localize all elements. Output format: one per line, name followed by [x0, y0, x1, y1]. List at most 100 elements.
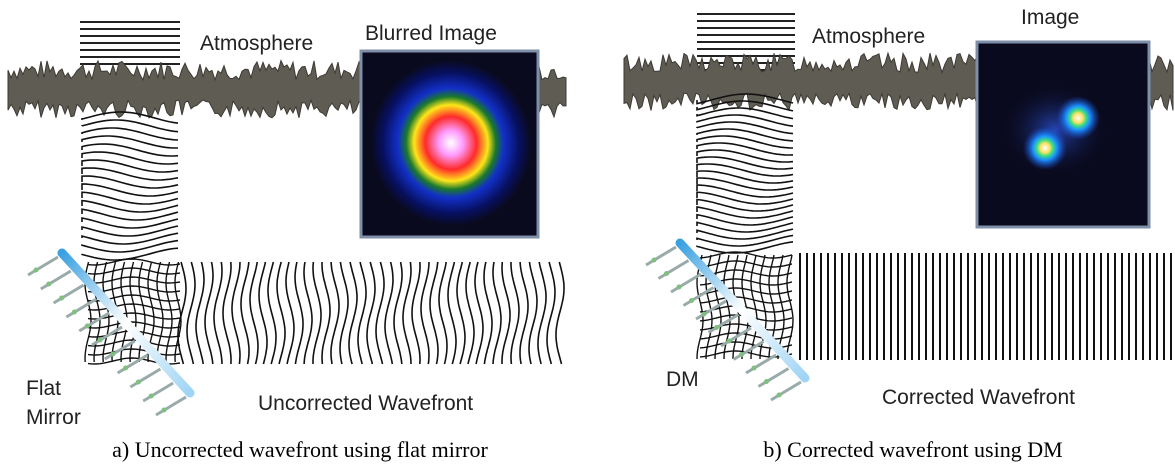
- wave-line: [303, 261, 313, 365]
- wavefront-label: Uncorrected Wavefront: [258, 392, 473, 415]
- wave-line: [339, 261, 349, 365]
- wave-line: [696, 100, 794, 112]
- wave-line: [696, 213, 794, 226]
- actuator-tip: [701, 311, 707, 317]
- actuator-tip: [764, 379, 769, 384]
- wave-line: [384, 261, 394, 365]
- wave-line: [696, 156, 794, 170]
- actuator-tip: [46, 281, 52, 287]
- wave-line: [81, 199, 179, 213]
- wave-line: [285, 261, 295, 365]
- actuator: [757, 367, 790, 388]
- actuator-tip: [148, 393, 154, 399]
- wave-line: [81, 183, 179, 197]
- wave-line: [696, 184, 794, 198]
- actuator: [155, 395, 187, 417]
- atmosphere-label: Atmosphere: [200, 32, 313, 55]
- wave-line: [696, 128, 794, 142]
- actuator-tip: [161, 407, 167, 413]
- wave-line: [483, 261, 493, 365]
- actuator-tip: [135, 379, 141, 385]
- wave-line: [510, 262, 520, 365]
- wave-line: [249, 261, 259, 365]
- caption-b: b) Corrected wavefront using DM: [763, 437, 1062, 462]
- wave-line: [81, 127, 179, 141]
- wave-line: [357, 261, 367, 365]
- mirror-label-line2: Mirror: [26, 406, 81, 429]
- actuator-tip: [726, 338, 732, 344]
- wave-line: [393, 261, 403, 365]
- hatch-line: [699, 251, 793, 259]
- actuator-tip: [110, 351, 116, 357]
- sharp-spot-2: [1023, 126, 1067, 170]
- wave-line: [276, 261, 286, 365]
- actuator: [645, 245, 677, 267]
- wave-line: [348, 261, 358, 365]
- panel-uncorrected: Atmosphere Blurred Image Flat Mirror Unc…: [7, 21, 567, 462]
- atmosphere-label: Atmosphere: [812, 25, 925, 48]
- wave-line: [438, 261, 448, 365]
- image-label: Image: [1021, 6, 1079, 29]
- wave-line: [177, 261, 187, 365]
- wave-line: [696, 93, 794, 105]
- mirror-surface: [675, 238, 810, 383]
- wave-line: [267, 261, 277, 365]
- wave-line: [696, 114, 794, 127]
- actuator-tip: [776, 392, 782, 398]
- wave-line: [501, 261, 511, 364]
- wave-line: [465, 261, 475, 365]
- wave-line: [696, 177, 794, 191]
- actuator: [670, 272, 702, 294]
- actuator: [52, 283, 85, 305]
- wave-line: [81, 232, 179, 245]
- actuator-tip: [676, 284, 682, 290]
- wave-line: [81, 208, 179, 221]
- dm-label: DM: [666, 368, 699, 391]
- deformable-mirror: [645, 238, 810, 402]
- wave-line: [696, 121, 794, 135]
- wave-line: [294, 261, 304, 365]
- incoming-distorted-wavefront: [81, 111, 179, 261]
- wave-line: [696, 241, 794, 254]
- actuator: [27, 255, 59, 277]
- mirror-surface: [57, 248, 195, 398]
- wave-line: [696, 234, 794, 247]
- wave-line: [555, 261, 565, 365]
- sharp-spot-1: [1056, 96, 1100, 140]
- wave-line: [492, 261, 502, 365]
- actuator-tip: [751, 365, 757, 371]
- reflection-interference-region: [84, 258, 182, 365]
- actuator: [707, 313, 740, 334]
- wave-line: [429, 261, 439, 365]
- wave-line: [240, 261, 250, 365]
- hatch-line: [174, 261, 182, 363]
- wave-line: [81, 239, 179, 253]
- wave-line: [81, 217, 179, 229]
- actuator: [732, 340, 765, 361]
- wave-line: [696, 163, 794, 177]
- wave-line: [474, 261, 484, 365]
- caption-a: a) Uncorrected wavefront using flat mirr…: [112, 437, 488, 462]
- wave-line: [366, 261, 376, 365]
- atmosphere-layer-lines: [80, 21, 180, 65]
- wave-line: [546, 261, 556, 365]
- wave-line: [321, 262, 331, 365]
- wave-line: [411, 261, 421, 365]
- hatch-line: [165, 261, 173, 363]
- wave-line: [696, 107, 794, 120]
- wave-line: [696, 198, 794, 212]
- wave-line: [195, 261, 205, 365]
- wave-line: [696, 135, 794, 149]
- wave-line: [375, 261, 385, 365]
- actuator: [40, 269, 72, 291]
- blurred-spot: [370, 60, 532, 226]
- wave-line: [447, 261, 457, 365]
- blurred-image-label: Blurred Image: [365, 22, 497, 45]
- hatch-line: [699, 296, 793, 304]
- actuator-tip: [97, 337, 103, 343]
- wave-line: [81, 175, 179, 189]
- actuator-tip: [123, 365, 129, 371]
- wave-line: [696, 191, 794, 205]
- hatch-line: [87, 267, 181, 275]
- actuator: [142, 381, 174, 403]
